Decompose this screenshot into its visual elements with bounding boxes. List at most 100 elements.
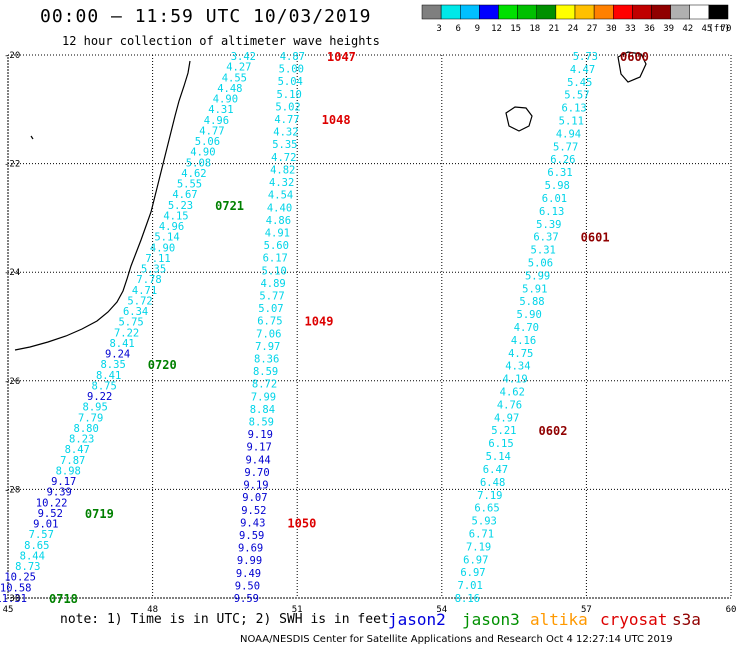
colorbar-swatch <box>421 4 442 20</box>
swh-value: 6.75 <box>257 316 282 328</box>
swh-value: 5.55 <box>177 179 202 191</box>
colorbar-label: 42 <box>682 24 693 34</box>
time-label: 0719 <box>85 507 114 521</box>
swh-value: 9.17 <box>247 442 272 454</box>
swh-value: 4.40 <box>267 202 292 214</box>
swh-value: 9.44 <box>245 454 270 466</box>
time-label: 1050 <box>287 516 316 530</box>
swh-value: 6.26 <box>550 154 575 166</box>
swh-value: 5.23 <box>168 200 193 212</box>
swh-value: 9.19 <box>248 429 273 441</box>
legend-cryosat: cryosat <box>600 610 668 629</box>
swh-value: 9.24 <box>105 349 130 361</box>
swh-value: 5.11 <box>559 116 584 128</box>
swh-value: 6.47 <box>483 464 508 476</box>
swh-value: 6.97 <box>463 554 488 566</box>
swh-value: 5.88 <box>519 296 544 308</box>
swh-value: 8.65 <box>24 540 49 552</box>
swh-value: 5.91 <box>522 283 547 295</box>
swh-value: 4.77 <box>274 114 299 126</box>
axis-labels: 45 48 51 54 57 60 -20 -22 -24 -26 -28 -30 <box>3 51 737 615</box>
swh-value: 5.14 <box>154 232 179 244</box>
colorbar-label: 45 <box>701 24 712 34</box>
colorbar-label: 70 <box>721 24 732 34</box>
x-tick-label: 51 <box>292 605 303 615</box>
swh-value: 4.96 <box>159 221 184 233</box>
swh-value: 9.39 <box>47 487 72 499</box>
swh-value: 7.11 <box>145 253 170 265</box>
swh-value: 7.78 <box>136 274 161 286</box>
time-label: 1048 <box>322 113 351 127</box>
swh-value: 10.22 <box>36 497 68 509</box>
swh-value: 7.01 <box>458 580 483 592</box>
swh-value: 5.35 <box>141 264 166 276</box>
swh-value: 7.87 <box>60 455 85 467</box>
x-tick-label: 45 <box>3 605 14 615</box>
swh-value: 5.06 <box>195 136 220 148</box>
colorbar-swatch <box>708 4 729 20</box>
swh-value: 5.77 <box>553 141 578 153</box>
swh-value: 4.70 <box>514 322 539 334</box>
swh-value: 6.31 <box>547 167 572 179</box>
swh-value: 8.41 <box>96 370 121 382</box>
swh-value: 4.96 <box>204 115 229 127</box>
colorbar-swatch <box>536 4 557 20</box>
swh-value: 4.34 <box>505 361 530 373</box>
colorbar-swatch <box>555 4 576 20</box>
swh-value: 5.04 <box>278 76 303 88</box>
swh-value: 5.77 <box>259 290 284 302</box>
y-tick-label: -22 <box>4 160 20 170</box>
swh-value: 7.97 <box>255 341 280 353</box>
colorbar-label: 12 <box>491 24 502 34</box>
swh-value: 8.35 <box>100 359 125 371</box>
swh-value: 5.98 <box>545 180 570 192</box>
y-tick-label: -30 <box>4 594 20 604</box>
swh-value: 5.10 <box>262 265 287 277</box>
swh-value: 9.22 <box>87 391 112 403</box>
swh-value: 6.34 <box>123 306 148 318</box>
colorbar-label: 36 <box>644 24 655 34</box>
colorbar-swatch <box>670 4 690 20</box>
colorbar-label: 21 <box>548 24 559 34</box>
swh-value: 8.16 <box>455 593 480 605</box>
swh-value: 4.47 <box>570 64 595 76</box>
swh-value: 5.31 <box>531 245 556 257</box>
colorbar-label: 24 <box>568 24 579 34</box>
swh-value: 4.90 <box>150 242 175 254</box>
y-tick-label: -24 <box>4 268 20 278</box>
legend-jason2: jason2 <box>388 610 446 629</box>
swh-value: 9.52 <box>241 505 266 517</box>
swh-value: 6.15 <box>488 438 513 450</box>
swh-value: 4.89 <box>260 278 285 290</box>
swh-value: 4.86 <box>266 215 291 227</box>
swh-value: 5.35 <box>272 139 297 151</box>
madagascar-coast <box>14 60 191 351</box>
y-tick-label: -26 <box>4 377 20 387</box>
swh-value: 8.84 <box>250 404 275 416</box>
swh-value: 4.67 <box>172 189 197 201</box>
swh-value: 8.47 <box>65 444 90 456</box>
colorbar-swatch <box>613 4 633 20</box>
swh-value: 4.15 <box>163 210 188 222</box>
swh-value: 7.19 <box>477 490 502 502</box>
swh-value: 9.19 <box>243 480 268 492</box>
swh-value: 4.48 <box>217 83 242 95</box>
coastline <box>14 51 647 351</box>
swh-value: 6.17 <box>263 253 288 265</box>
time-label: 0720 <box>148 358 177 372</box>
swh-value: 5.07 <box>258 303 283 315</box>
swh-value: 5.90 <box>517 309 542 321</box>
swh-value: 9.69 <box>238 543 263 555</box>
swh-value: 5.39 <box>536 219 561 231</box>
swh-value: 5.00 <box>279 64 304 76</box>
colorbar-swatch <box>632 4 652 20</box>
x-tick-label: 57 <box>581 605 592 615</box>
swh-value: 9.59 <box>239 530 264 542</box>
swh-value: 4.87 <box>280 51 305 63</box>
swh-value: 9.49 <box>236 568 261 580</box>
swh-value: 8.36 <box>254 354 279 366</box>
satellite-tracks: 3.424.274.554.484.904.314.964.775.064.90… <box>0 50 649 606</box>
colorbar-label: 6 <box>456 24 461 34</box>
colorbar-swatch <box>574 4 595 20</box>
